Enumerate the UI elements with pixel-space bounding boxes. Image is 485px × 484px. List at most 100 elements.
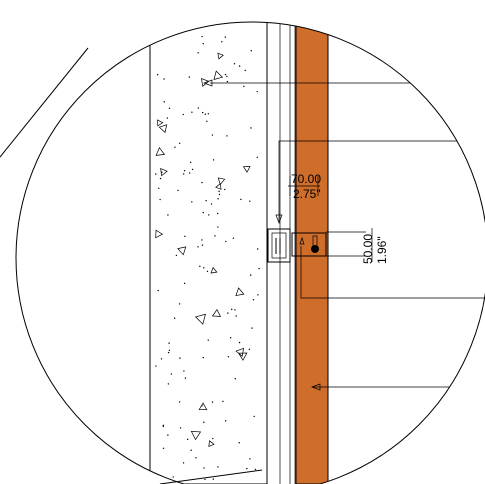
- aggregate: [160, 168, 168, 177]
- speckle: [226, 80, 229, 83]
- aggregate: [190, 431, 202, 441]
- speckle: [204, 113, 207, 115]
- speckle: [190, 449, 192, 451]
- speckle: [201, 111, 204, 114]
- speckle: [250, 50, 253, 52]
- aggregate: [198, 402, 208, 410]
- speckle: [214, 235, 216, 237]
- speckle: [221, 41, 223, 43]
- bracket-inner: [271, 232, 287, 259]
- speckle: [203, 467, 205, 469]
- speckle: [206, 120, 208, 123]
- speckle: [225, 240, 227, 243]
- speckle: [206, 270, 209, 273]
- speckle: [251, 327, 253, 329]
- speckle: [227, 312, 229, 314]
- speckle: [202, 42, 204, 45]
- speckle: [168, 342, 170, 344]
- speckle: [256, 248, 259, 250]
- speckle: [224, 36, 227, 38]
- speckle: [240, 198, 242, 201]
- speckle: [178, 142, 181, 144]
- leader: [278, 140, 485, 222]
- speckle: [245, 13, 246, 14]
- aggregate: [158, 124, 168, 134]
- speckle: [162, 447, 165, 450]
- speckle: [238, 341, 241, 344]
- speckle: [231, 308, 233, 311]
- screw-shank: [312, 235, 318, 247]
- aggregate: [238, 352, 248, 361]
- speckle: [162, 424, 165, 427]
- speckle: [163, 9, 164, 10]
- aggregate: [211, 308, 221, 317]
- speckle: [203, 421, 205, 423]
- speckle: [173, 317, 176, 319]
- speckle: [172, 17, 173, 18]
- speckle: [234, 309, 236, 311]
- speckle: [191, 168, 194, 171]
- speckle: [160, 358, 163, 360]
- aggregate: [157, 119, 164, 127]
- leader-arrow: [275, 214, 283, 224]
- speckle: [182, 173, 185, 175]
- speckle: [258, 267, 260, 270]
- speckle: [203, 267, 205, 269]
- speckle: [184, 235, 186, 238]
- speckle: [224, 73, 227, 76]
- speckle: [217, 466, 219, 468]
- speckle: [201, 244, 204, 246]
- speckle: [186, 438, 189, 441]
- speckle: [170, 373, 173, 375]
- speckle: [233, 63, 236, 65]
- aggregate: [213, 70, 224, 80]
- speckle: [168, 107, 171, 110]
- speckle: [175, 254, 178, 257]
- aggregate: [242, 166, 251, 173]
- callout-line: [0, 47, 89, 158]
- speckle: [235, 315, 237, 317]
- speckle: [197, 107, 200, 109]
- speckle: [253, 415, 255, 418]
- speckle: [252, 299, 255, 301]
- speckle: [163, 478, 166, 481]
- speckle: [243, 85, 245, 88]
- speckle: [174, 146, 176, 148]
- speckle: [246, 467, 248, 470]
- speckle: [244, 69, 246, 72]
- speckle: [212, 437, 214, 440]
- speckle: [214, 11, 215, 12]
- speckle: [163, 101, 165, 103]
- speckle: [183, 169, 186, 172]
- speckle: [157, 289, 159, 292]
- speckle: [224, 420, 227, 422]
- dimension-metric: 50.00: [361, 234, 375, 264]
- speckle: [179, 357, 181, 359]
- speckle: [172, 0, 173, 1]
- aggregate: [155, 147, 166, 156]
- speckle: [217, 198, 219, 200]
- speckle: [162, 425, 164, 428]
- speckle: [172, 476, 174, 478]
- speckle: [183, 282, 186, 285]
- speckle: [163, 78, 165, 80]
- concrete-wall: [149, 22, 268, 484]
- speckle: [158, 187, 160, 189]
- speckle: [179, 427, 182, 429]
- speckle: [234, 377, 237, 380]
- speckle: [188, 76, 191, 78]
- speckle: [211, 401, 214, 403]
- speckle: [212, 159, 215, 161]
- dimension-metric: 70.00: [291, 172, 321, 186]
- speckle: [256, 156, 258, 158]
- speckle: [183, 370, 185, 372]
- callout-line: [159, 469, 263, 484]
- speckle: [222, 400, 224, 403]
- speckle: [210, 203, 213, 205]
- aggregate: [215, 183, 222, 190]
- speckle: [155, 365, 157, 367]
- speckle: [238, 65, 241, 67]
- speckle: [191, 201, 193, 203]
- speckle: [178, 401, 181, 403]
- speckle: [202, 356, 205, 359]
